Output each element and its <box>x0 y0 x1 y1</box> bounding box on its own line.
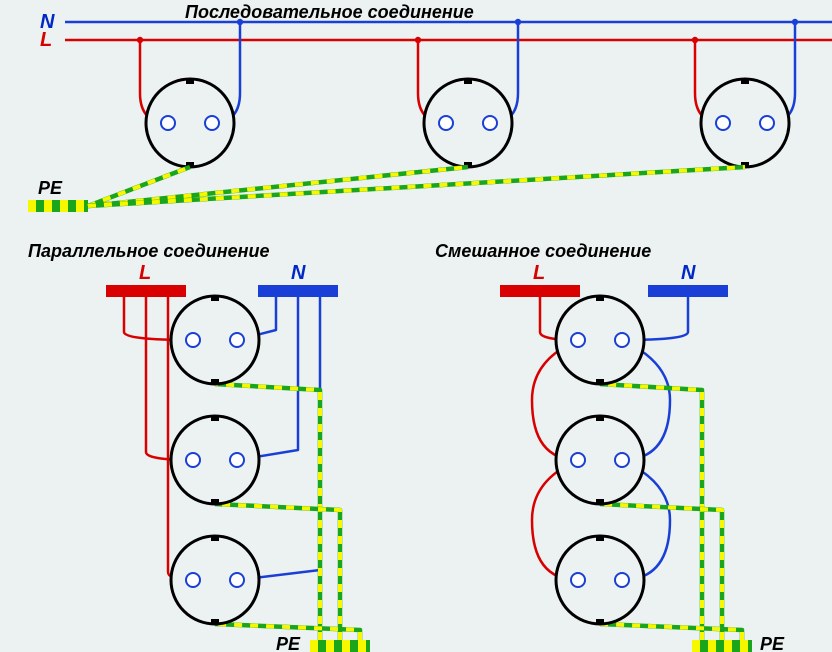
mixed-socket-3 <box>556 536 644 624</box>
parallel-socket-3 <box>171 536 259 624</box>
mixed-socket-1 <box>556 296 644 384</box>
svg-text:PE: PE <box>38 178 63 198</box>
svg-text:L: L <box>40 29 52 51</box>
serial-socket-1 <box>146 79 234 167</box>
serial-socket-2 <box>424 79 512 167</box>
parallel-socket-1 <box>171 296 259 384</box>
mixed-socket-2 <box>556 416 644 504</box>
svg-text:PE: PE <box>276 634 301 652</box>
svg-text:PE: PE <box>760 634 785 652</box>
svg-text:L: L <box>533 262 545 284</box>
svg-text:N: N <box>291 262 306 284</box>
svg-text:N: N <box>681 262 696 284</box>
parallel-socket-2 <box>171 416 259 504</box>
serial-socket-3 <box>701 79 789 167</box>
wiring-diagram: NLPELNPELNPE <box>0 0 832 652</box>
svg-text:L: L <box>139 262 151 284</box>
